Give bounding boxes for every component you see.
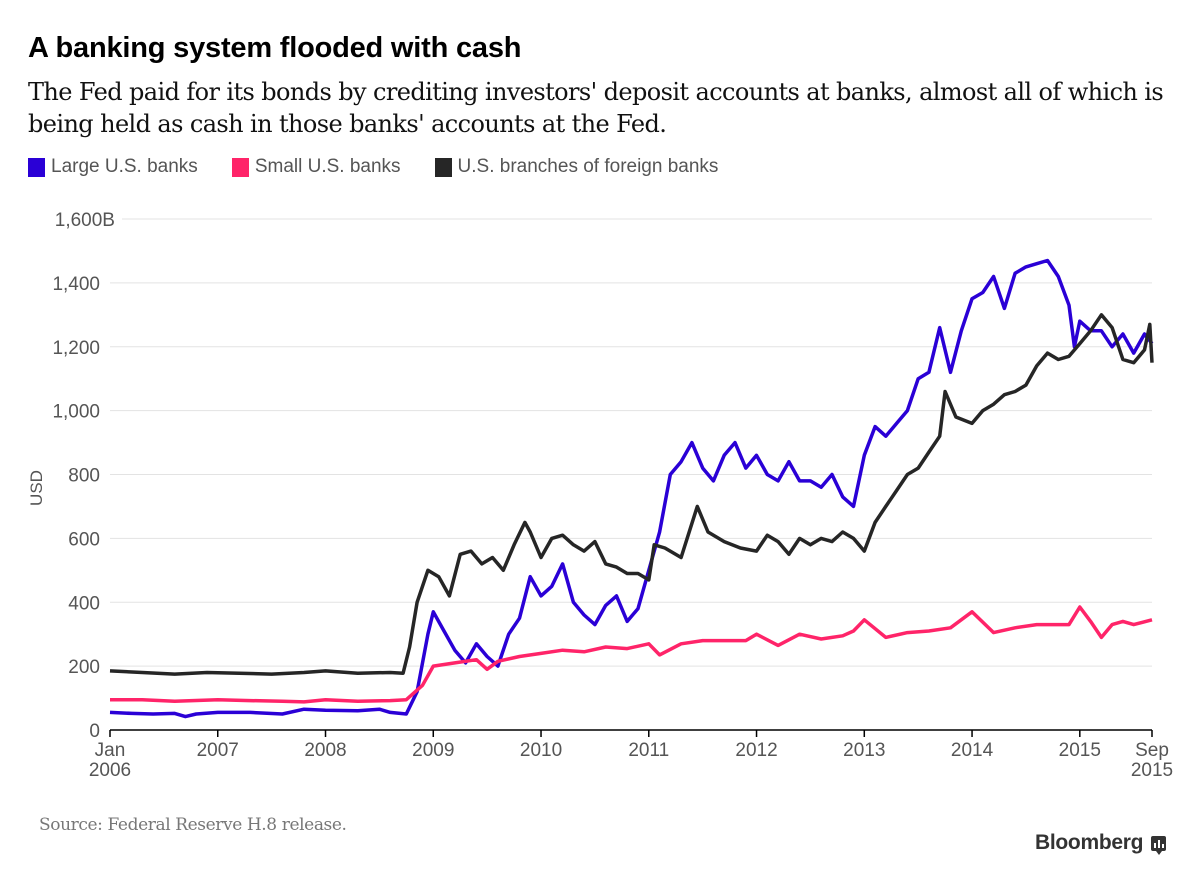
- x-tick-label: 2013: [843, 740, 885, 761]
- x-tick-label: Sep: [1135, 740, 1169, 761]
- y-tick-label: 1,400: [52, 274, 100, 295]
- x-tick-label-year: 2015: [1131, 760, 1173, 781]
- series-line-u-s-branches-of-foreign-banks: [109, 313, 1154, 676]
- legend-swatch-small-banks: [231, 157, 249, 177]
- x-tick-label: 2014: [951, 740, 994, 761]
- x-tick-label: 2015: [1059, 740, 1101, 761]
- y-axis-label: USD: [27, 470, 46, 506]
- legend-label-large-banks: Large U.S. banks: [51, 156, 198, 177]
- x-tick-label-year: 2006: [89, 760, 131, 781]
- x-tick-label: 2008: [304, 740, 346, 761]
- legend: Large U.S. banks Small U.S. banks U.S. b…: [28, 156, 752, 178]
- y-axis-ticks: 0 200 400 600 800 1,000 1,200 1,400 1,600B: [52, 210, 115, 742]
- series-line-small-u-s-banks: [110, 605, 1153, 704]
- legend-swatch-foreign-banks: [434, 157, 452, 177]
- legend-item-foreign-banks: U.S. branches of foreign banks: [434, 156, 719, 178]
- brand-name: Bloomberg: [1035, 831, 1144, 854]
- y-tick-label: 1,200: [52, 338, 100, 359]
- source-note: Source: Federal Reserve H.8 release.: [39, 815, 347, 835]
- gridlines: [110, 218, 1152, 667]
- legend-swatch-large-banks: [28, 157, 45, 177]
- x-tick-label: 2007: [197, 740, 239, 761]
- legend-label-foreign-banks: U.S. branches of foreign banks: [457, 156, 719, 177]
- series-lines: [109, 258, 1154, 719]
- x-tick-label: Jan: [95, 740, 126, 761]
- x-tick-label: 2010: [520, 740, 562, 761]
- x-tick-label: 2012: [735, 740, 777, 761]
- legend-item-large-banks: Large U.S. banks: [28, 156, 198, 178]
- y-tick-label: 200: [68, 657, 100, 678]
- chart-subtitle: The Fed paid for its bonds by crediting …: [28, 78, 1164, 138]
- y-tick-label: 800: [68, 466, 100, 487]
- y-tick-label: 1,000: [52, 402, 100, 423]
- series-line-large-u-s-banks: [109, 258, 1154, 719]
- x-tick-label: 2009: [412, 740, 454, 761]
- y-tick-label: 600: [68, 529, 100, 550]
- chart-title: A banking system flooded with cash: [28, 32, 522, 64]
- y-tick-label: 400: [68, 593, 100, 614]
- y-tick-label: 0: [89, 721, 100, 742]
- bar-chart-bubble-icon: [1151, 835, 1167, 855]
- y-tick-label: 1,600B: [55, 210, 115, 231]
- legend-item-small-banks: Small U.S. banks: [231, 156, 401, 178]
- brand-logo: Bloomberg: [1035, 831, 1167, 855]
- legend-label-small-banks: Small U.S. banks: [254, 156, 401, 177]
- x-tick-label: 2011: [628, 740, 669, 761]
